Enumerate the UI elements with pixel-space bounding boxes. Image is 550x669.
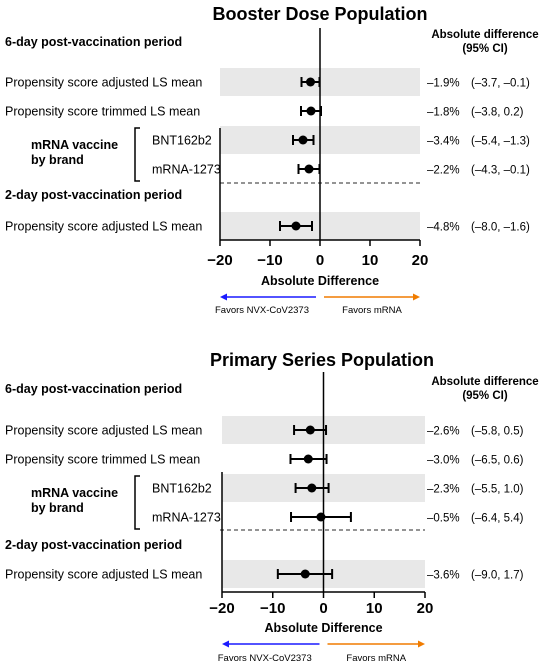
value-ci: (–5.8, 0.5)	[471, 426, 524, 438]
row-label: Propensity score adjusted LS mean	[5, 220, 202, 234]
value-percent: –4.8%	[427, 222, 460, 234]
x-tick-label: 0	[316, 252, 324, 269]
row-label: BNT162b2	[152, 482, 212, 496]
group-bracket	[134, 475, 140, 530]
section-label: 6-day post-vaccination period	[5, 382, 182, 396]
chart-title: Primary Series Population	[210, 350, 434, 370]
value-header-line1: Absolute difference	[431, 29, 538, 41]
row-label: mRNA-1273	[152, 163, 221, 177]
value-percent: –2.6%	[427, 426, 460, 438]
value-header-line2: (95% CI)	[462, 390, 508, 402]
value-percent: –3.0%	[427, 455, 460, 467]
point-estimate	[305, 425, 315, 435]
value-percent: –1.9%	[427, 78, 460, 90]
section-label: 2-day post-vaccination period	[5, 538, 182, 552]
row-label: Propensity score trimmed LS mean	[5, 453, 200, 467]
group-bracket	[134, 127, 140, 182]
section-label: 2-day post-vaccination period	[5, 188, 182, 202]
favors-left-label: Favors NVX-CoV2373	[215, 305, 309, 316]
x-tick-label: 0	[319, 600, 327, 617]
value-ci: (–5.5, 1.0)	[471, 484, 524, 496]
value-ci: (–8.0, –1.6)	[471, 222, 530, 234]
point-estimate	[300, 569, 310, 579]
row-label: Propensity score adjusted LS mean	[5, 568, 202, 582]
row-label: Propensity score adjusted LS mean	[5, 424, 202, 438]
value-percent: –2.2%	[427, 165, 460, 177]
favors-left-arrowhead	[220, 293, 227, 301]
value-percent: –3.4%	[427, 136, 460, 148]
point-estimate	[306, 106, 316, 116]
point-estimate	[304, 164, 314, 174]
favors-right-arrowhead	[413, 293, 420, 301]
value-ci: (–6.4, 5.4)	[471, 513, 524, 525]
point-estimate	[291, 221, 301, 231]
value-ci: (–4.3, –0.1)	[471, 165, 530, 177]
point-estimate	[298, 135, 308, 145]
value-header-line1: Absolute difference	[431, 376, 538, 388]
group-label-line2: by brand	[31, 501, 84, 515]
row-label: Propensity score trimmed LS mean	[5, 105, 200, 119]
x-tick-label: 10	[362, 252, 379, 269]
row-label: BNT162b2	[152, 134, 212, 148]
x-axis-title: Absolute Difference	[264, 621, 382, 635]
value-ci: (–6.5, 0.6)	[471, 455, 524, 467]
favors-right-label: Favors mRNA	[342, 305, 402, 316]
favors-right-label: Favors mRNA	[346, 653, 406, 664]
value-percent: –0.5%	[427, 513, 460, 525]
point-estimate	[303, 454, 313, 464]
row-label: Propensity score adjusted LS mean	[5, 76, 202, 90]
x-tick-label: 20	[417, 600, 434, 617]
x-tick-label: 20	[412, 252, 429, 269]
value-ci: (–3.7, –0.1)	[471, 78, 530, 90]
point-estimate	[306, 77, 315, 87]
x-tick-label: −20	[207, 252, 232, 269]
group-label-line1: mRNA vaccine	[31, 138, 118, 152]
value-ci: (–3.8, 0.2)	[471, 107, 524, 119]
section-label: 6-day post-vaccination period	[5, 35, 182, 49]
group-label-line2: by brand	[31, 153, 84, 167]
x-tick-label: −10	[257, 252, 282, 269]
favors-left-arrowhead	[222, 640, 229, 648]
value-ci: (–5.4, –1.3)	[471, 136, 530, 148]
group-label-line1: mRNA vaccine	[31, 486, 118, 500]
value-percent: –1.8%	[427, 107, 460, 119]
favors-right-arrowhead	[418, 640, 425, 648]
row-label: mRNA-1273	[152, 511, 221, 525]
chart-title: Booster Dose Population	[212, 4, 427, 24]
value-ci: (–9.0, 1.7)	[471, 570, 524, 582]
value-percent: –2.3%	[427, 484, 460, 496]
x-tick-label: −20	[209, 600, 234, 617]
x-axis-title: Absolute Difference	[261, 274, 379, 288]
x-tick-label: −10	[260, 600, 285, 617]
favors-left-label: Favors NVX-CoV2373	[218, 653, 312, 664]
value-header-line2: (95% CI)	[462, 43, 508, 55]
value-percent: –3.6%	[427, 570, 460, 582]
x-tick-label: 10	[366, 600, 383, 617]
point-estimate	[307, 483, 317, 493]
